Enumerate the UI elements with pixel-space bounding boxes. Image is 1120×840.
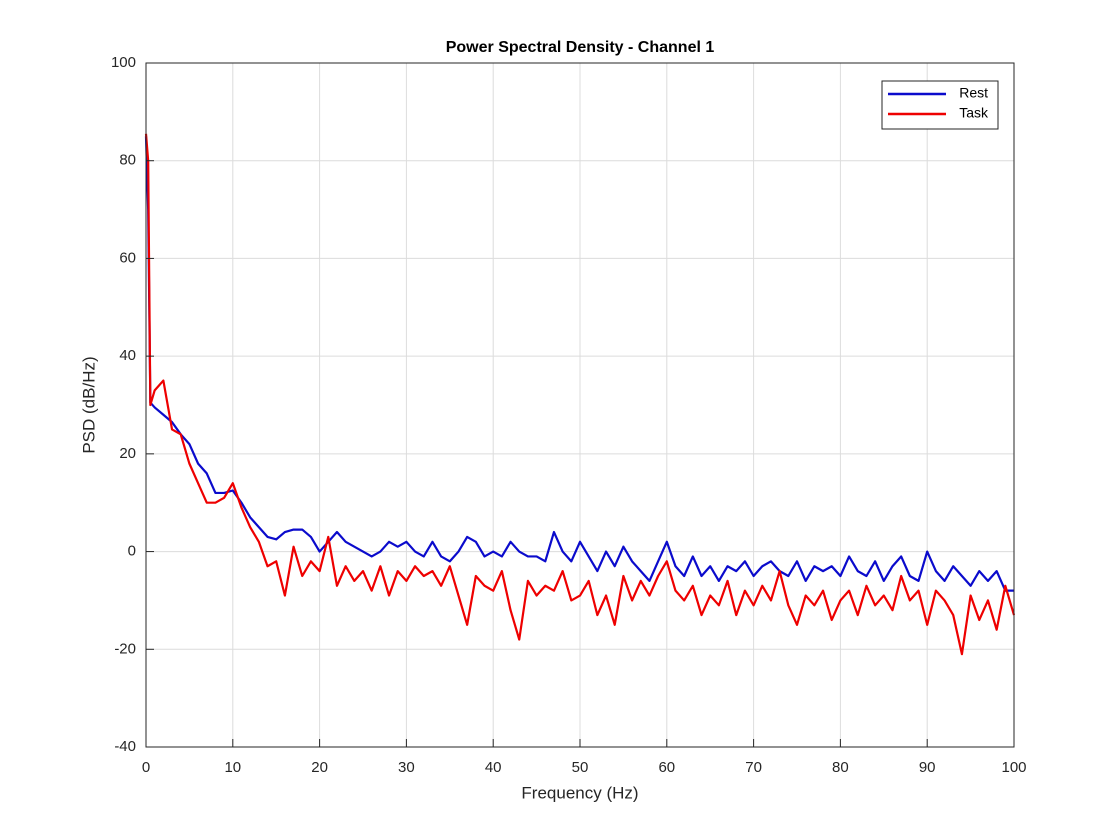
series-line bbox=[144, 133, 1016, 656]
y-tick-label: 100 bbox=[111, 54, 136, 71]
series-line bbox=[144, 136, 1014, 592]
x-tick-label: 30 bbox=[398, 759, 415, 776]
legend-label: Task bbox=[959, 105, 989, 121]
y-tick-label: 40 bbox=[119, 347, 136, 364]
y-axis-label: PSD (dB/Hz) bbox=[79, 356, 98, 453]
legend: Rest Task bbox=[881, 80, 999, 130]
x-tick-label: 70 bbox=[745, 759, 762, 776]
x-tick-label: 20 bbox=[311, 759, 328, 776]
x-tick-label: 80 bbox=[832, 759, 849, 776]
y-tick-label: -20 bbox=[114, 640, 136, 657]
chart-title: Power Spectral Density - Channel 1 bbox=[446, 39, 715, 56]
y-tick-label: 20 bbox=[119, 445, 136, 462]
x-tick-label: 0 bbox=[142, 759, 150, 776]
y-tick-label: -40 bbox=[114, 738, 136, 755]
y-tick-label: 0 bbox=[128, 543, 136, 560]
x-tick-label: 10 bbox=[224, 759, 241, 776]
y-tick-label: 60 bbox=[119, 249, 136, 266]
y-tick-label: 80 bbox=[119, 152, 136, 169]
x-tick-label: 90 bbox=[919, 759, 936, 776]
x-tick-label: 60 bbox=[658, 759, 675, 776]
x-axis-label: Frequency (Hz) bbox=[521, 783, 638, 802]
legend-label: Rest bbox=[959, 85, 988, 101]
x-tick-label: 100 bbox=[1001, 759, 1026, 776]
x-tick-label: 40 bbox=[485, 759, 502, 776]
x-tick-label: 50 bbox=[572, 759, 589, 776]
legend-box bbox=[881, 80, 999, 130]
